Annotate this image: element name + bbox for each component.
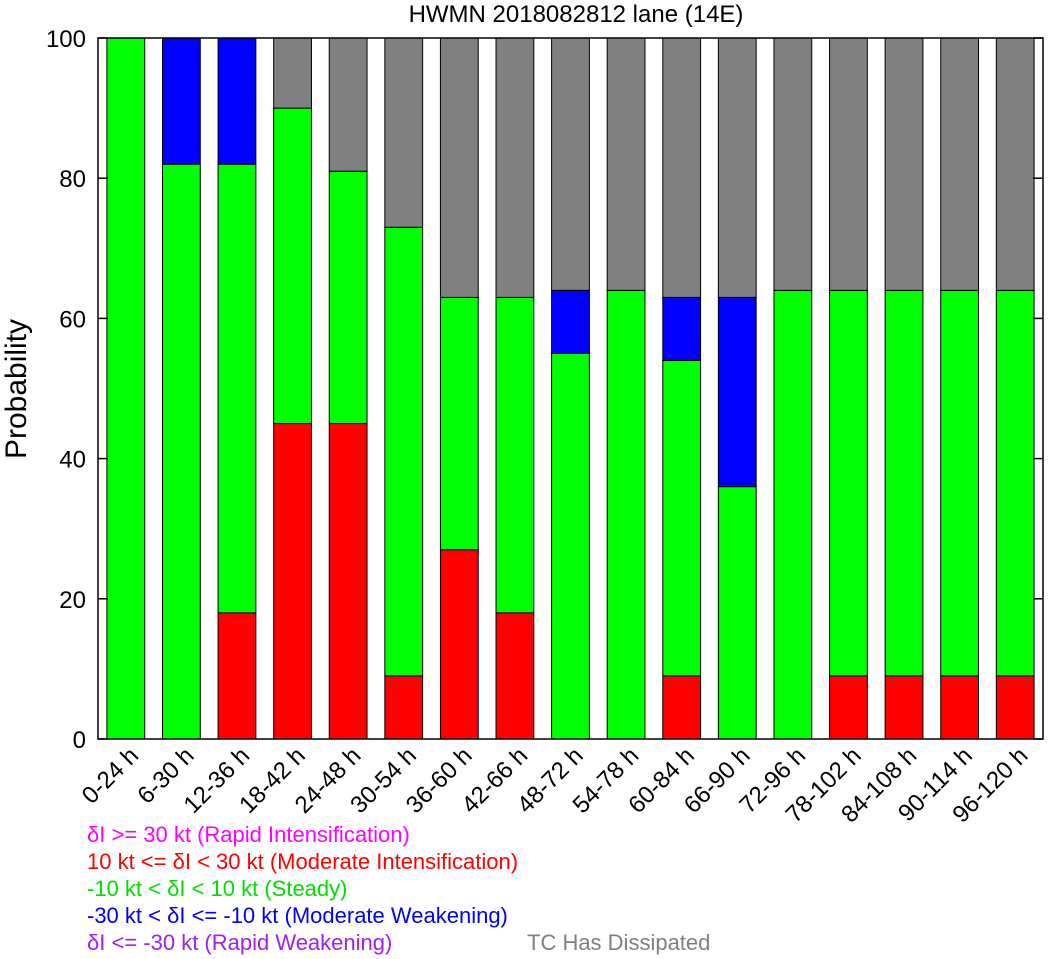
y-tick-label: 20: [59, 587, 86, 614]
bar-segment: [495, 612, 535, 740]
bar-segment: [773, 37, 813, 291]
bar-segment: [328, 37, 368, 172]
bar-segment: [940, 675, 980, 740]
y-axis-label: Probability: [0, 319, 33, 459]
bar-segment: [273, 107, 312, 425]
bar-segment: [551, 37, 590, 291]
legend-item-dissipated: TC Has Dissipated: [527, 930, 711, 955]
bar-segment: [884, 675, 924, 740]
bars-group: [106, 37, 1035, 740]
bar-segment: [995, 675, 1035, 740]
bar-segment: [606, 289, 646, 740]
bar-segment: [551, 289, 590, 354]
bar-segment: [217, 163, 257, 614]
bar-segment: [384, 37, 424, 228]
bar-segment: [495, 37, 535, 298]
bar-segment: [662, 37, 702, 298]
bar-segment: [662, 675, 702, 740]
bar-segment: [829, 37, 868, 291]
bar-segment: [273, 37, 312, 109]
bar-segment: [884, 37, 924, 291]
bar-segment: [884, 289, 924, 677]
y-axis: 0 20 40 60 80 100: [46, 26, 1043, 754]
bar-segment: [829, 675, 868, 740]
bar-segment: [995, 37, 1035, 291]
bar-segment: [662, 359, 702, 677]
y-tick-label: 0: [73, 727, 86, 754]
x-axis: 0-24 h6-30 h12-36 h18-42 h24-48 h30-54 h…: [77, 742, 1034, 828]
bar-segment: [439, 37, 479, 298]
legend-item-rapid-weakening: δI <= -30 kt (Rapid Weakening): [87, 930, 393, 955]
bar-segment: [217, 612, 257, 740]
y-tick-label: 80: [59, 166, 86, 193]
bar-segment: [995, 289, 1035, 677]
legend-item-moderate-weakening: -30 kt < δI <= -10 kt (Moderate Weakenin…: [87, 903, 508, 928]
bar-segment: [273, 423, 312, 740]
bar-segment: [717, 296, 757, 488]
bar-segment: [161, 163, 201, 740]
bar-segment: [551, 352, 590, 740]
bar-segment: [662, 296, 702, 361]
legend-item-moderate-intensification: 10 kt <= δI < 30 kt (Moderate Intensific…: [87, 849, 519, 874]
bar-segment: [328, 423, 368, 740]
legend-item-rapid-intensification: δI >= 30 kt (Rapid Intensification): [87, 822, 410, 847]
x-tick-label: 0-24 h: [77, 742, 144, 809]
y-tick-label: 40: [59, 447, 86, 474]
bar-segment: [384, 226, 424, 677]
bar-segment: [606, 37, 646, 291]
chart-title: HWMN 2018082812 lane (14E): [409, 1, 744, 28]
y-tick-label: 60: [59, 306, 86, 333]
legend: δI >= 30 kt (Rapid Intensification) 10 k…: [87, 821, 710, 956]
bar-segment: [773, 289, 813, 740]
bar-segment: [940, 37, 980, 291]
bar-segment: [384, 675, 424, 740]
bar-segment: [439, 296, 479, 551]
bar-segment: [161, 37, 201, 165]
bar-segment: [439, 549, 479, 740]
bar-segment: [717, 486, 757, 740]
bar-segment: [940, 289, 980, 677]
legend-item-steady: -10 kt < δI < 10 kt (Steady): [87, 876, 348, 901]
plot-frame: [97, 37, 1044, 740]
bar-segment: [328, 170, 368, 425]
bar-segment: [106, 37, 146, 740]
bar-segment: [717, 37, 757, 298]
y-tick-label: 100: [46, 26, 86, 53]
bar-segment: [217, 37, 257, 165]
bar-segment: [829, 289, 868, 677]
bar-segment: [495, 296, 535, 614]
